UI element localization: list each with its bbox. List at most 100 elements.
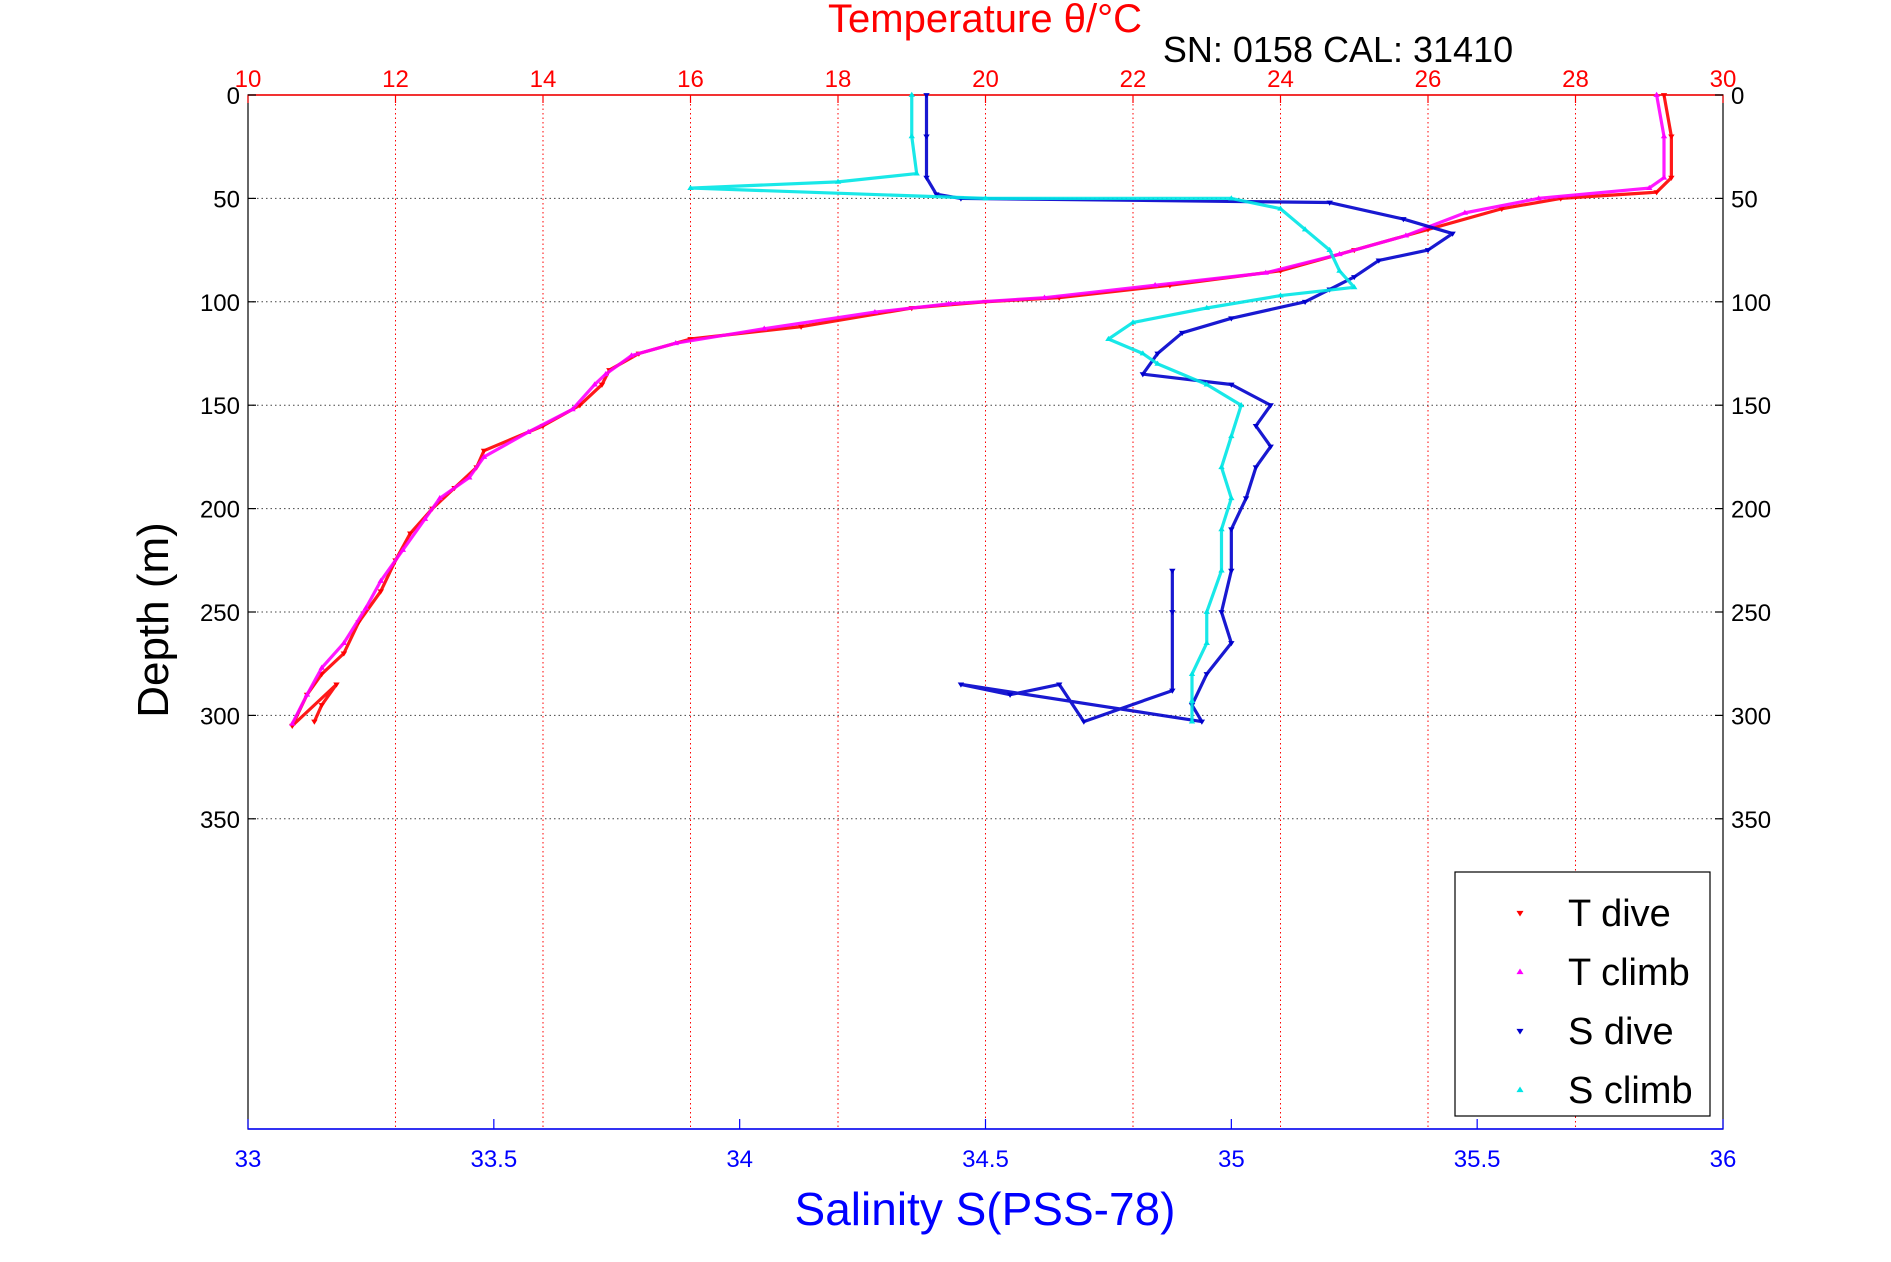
data-point-t-climb (466, 474, 473, 480)
legend-entry-label: S dive (1568, 1011, 1674, 1053)
depth-tick-label-right: 0 (1731, 83, 1744, 110)
data-point-t-climb (399, 546, 407, 552)
data-point-s-climb (1129, 319, 1137, 325)
legend-marker (1516, 1086, 1524, 1093)
data-point-t-climb (761, 325, 768, 331)
data-point-t-dive (598, 382, 606, 388)
data-point-s-climb (982, 195, 989, 201)
data-point-s-climb (908, 133, 915, 139)
data-point-s-climb (687, 184, 694, 190)
depth-tick-label-right: 150 (1731, 393, 1771, 420)
data-point-s-climb (1203, 639, 1210, 645)
data-point-s-climb (1105, 335, 1112, 341)
series-line-t-dive (290, 94, 1673, 728)
data-point-s-dive (1178, 330, 1186, 337)
chart-subtitle: SN: 0158 CAL: 31410 (1163, 29, 1513, 70)
salinity-tick-label: 36 (1710, 1146, 1737, 1173)
data-point-s-dive (1228, 568, 1235, 574)
data-point-t-climb (377, 577, 384, 583)
temperature-tick-label: 28 (1562, 66, 1589, 93)
data-point-s-climb (834, 178, 842, 184)
data-point-s-dive (1252, 423, 1260, 430)
data-point-t-climb (1660, 174, 1668, 180)
data-point-t-dive (1668, 175, 1675, 181)
depth-tick-label-left: 300 (200, 703, 240, 730)
data-point-s-climb (1139, 350, 1147, 356)
data-point-s-dive (1242, 496, 1250, 502)
series-s-dive (923, 93, 1456, 725)
series-s-climb (687, 91, 1358, 724)
depth-tick-label-left: 0 (227, 83, 240, 110)
depth-tick-label-right: 200 (1731, 497, 1771, 524)
data-point-t-climb (628, 352, 635, 358)
data-point-t-dive (1498, 206, 1505, 212)
data-point-s-dive (1154, 351, 1161, 357)
data-point-s-dive (1267, 444, 1274, 450)
data-point-s-dive (1326, 200, 1333, 206)
temperature-tick-label: 14 (530, 66, 557, 93)
data-point-t-dive (311, 719, 318, 725)
data-point-t-climb (591, 381, 598, 387)
data-point-t-climb (436, 495, 443, 501)
data-point-t-climb (289, 720, 296, 726)
data-point-t-climb (602, 370, 609, 377)
data-point-s-climb (1277, 205, 1284, 211)
data-point-s-dive (933, 192, 940, 198)
data-point-t-dive (797, 324, 805, 330)
data-point-t-climb (1402, 232, 1410, 238)
data-point-t-climb (525, 428, 532, 435)
salinity-tick-label: 35.5 (1454, 1146, 1501, 1173)
data-point-s-dive (1400, 217, 1407, 223)
data-point-t-climb (1151, 282, 1159, 288)
data-point-s-climb (1203, 381, 1210, 387)
data-point-s-climb (1188, 697, 1196, 703)
data-point-t-climb (1041, 294, 1048, 300)
data-point-t-climb (945, 300, 952, 306)
data-point-s-climb (1154, 360, 1161, 366)
data-point-s-dive (923, 93, 930, 99)
data-marks (289, 91, 1675, 729)
depth-tick-label-right: 50 (1731, 186, 1758, 213)
series-line-s-climb (688, 95, 1356, 722)
temperature-tick-label: 24 (1267, 66, 1294, 93)
data-point-s-dive (1267, 403, 1274, 409)
data-point-s-dive (1351, 275, 1358, 281)
data-point-s-climb (1203, 608, 1210, 614)
data-point-s-dive (923, 175, 930, 181)
x-axis-label-salinity: Salinity S(PSS-78) (795, 1183, 1176, 1235)
salinity-tick-label: 35 (1218, 1146, 1245, 1173)
data-point-t-climb (1262, 269, 1269, 275)
data-point-t-climb (1535, 195, 1542, 201)
data-point-t-dive (340, 651, 348, 657)
data-point-t-dive (333, 682, 340, 688)
data-point-s-dive (1203, 672, 1210, 678)
depth-tick-label-left: 200 (200, 497, 240, 524)
data-point-s-dive (1252, 465, 1260, 471)
depth-tick-label-right: 250 (1731, 600, 1771, 627)
data-point-s-climb (1351, 284, 1358, 290)
data-point-t-climb (340, 639, 348, 645)
legend-marker (1516, 1028, 1524, 1035)
data-point-s-dive (1424, 248, 1432, 254)
data-point-t-climb (1660, 133, 1668, 139)
depth-tick-label-left: 100 (200, 290, 240, 317)
data-point-t-dive (480, 448, 488, 454)
legend-box (1454, 871, 1711, 1117)
data-point-s-dive (923, 134, 930, 140)
data-point-t-climb (871, 308, 879, 315)
data-point-s-climb (1336, 267, 1343, 273)
data-point-s-climb (1218, 567, 1225, 573)
data-point-s-dive (1228, 527, 1235, 533)
legend: T dive T climb S dive S climb (1454, 871, 1711, 1117)
data-point-s-climb (1218, 464, 1225, 470)
salinity-tick-label: 34 (726, 1146, 753, 1173)
data-point-s-climb (1203, 304, 1210, 310)
chart-title: Temperature θ/°C (828, 0, 1142, 41)
data-point-t-climb (421, 515, 429, 521)
data-point-s-dive (1449, 231, 1456, 237)
data-point-s-dive (1228, 382, 1235, 388)
data-point-s-climb (908, 91, 915, 97)
legend-marker (1516, 910, 1524, 917)
